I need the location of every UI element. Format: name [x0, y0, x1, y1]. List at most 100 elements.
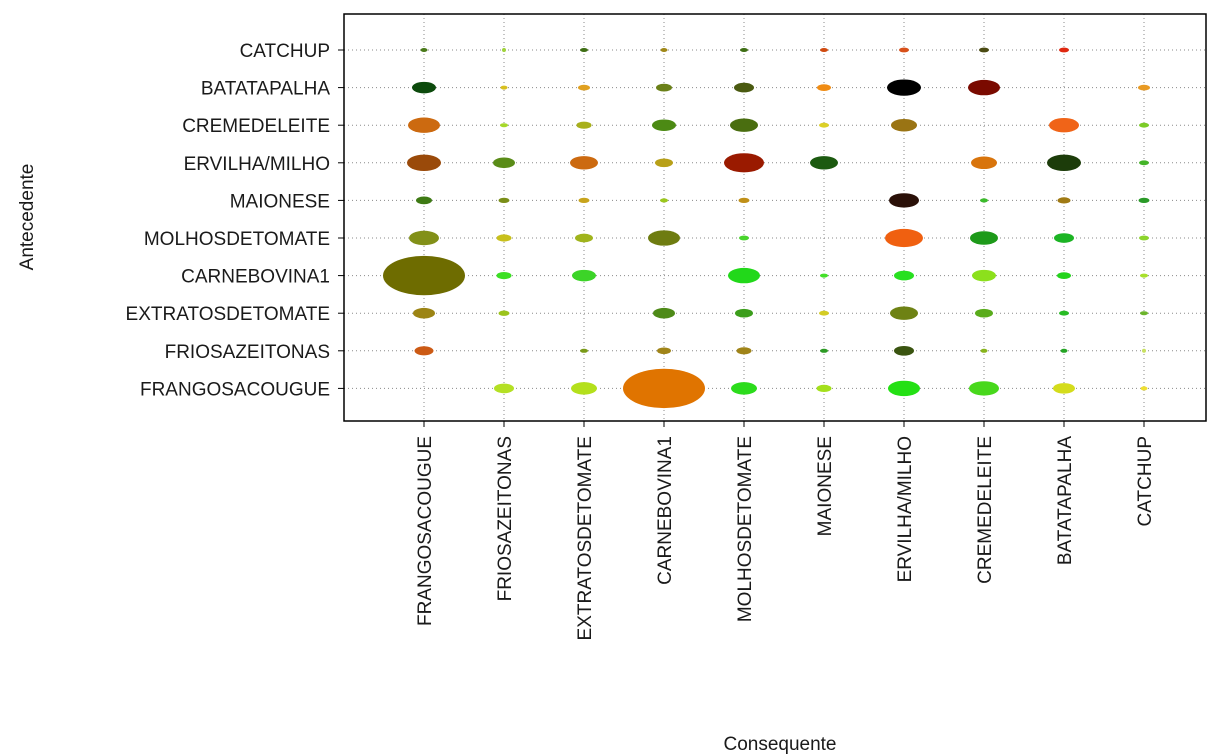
bubble-maionese-to-catchup — [1138, 197, 1150, 204]
bubble-batatapalha-to-extratosdetomate — [578, 84, 590, 91]
bubble-batatapalha-to-carnebovina1 — [656, 83, 672, 92]
bubble-batatapalha-to-cremedeleite — [968, 79, 1000, 96]
bubble-maionese-to-cremedeleite — [980, 198, 988, 203]
x-tick-label-cremedeleite: CREMEDELEITE — [975, 436, 996, 584]
bubble-carnebovina1-to-catchup — [1140, 273, 1148, 278]
bubble-maionese-to-carnebovina1 — [660, 198, 668, 203]
bubble-batatapalha-to-frangosacougue — [412, 81, 436, 94]
bubble-molhosdetomate-to-extratosdetomate — [575, 233, 593, 243]
bubble-carnebovina1-to-ervilha-milho — [894, 270, 914, 281]
y-tick-label-catchup: CATCHUP — [240, 41, 330, 62]
bubble-frangosacougue-to-maionese — [816, 384, 832, 392]
x-axis-title: Consequente — [723, 734, 836, 755]
bubble-ervilha-milho-to-maionese — [810, 156, 838, 170]
bubble-frangosacougue-to-batatapalha — [1053, 383, 1075, 394]
bubble-friosazeitonas-to-maionese — [820, 348, 828, 353]
plot-frame — [343, 13, 1207, 422]
bubble-catchup-to-batatapalha — [1059, 47, 1069, 53]
bubble-ervilha-milho-to-batatapalha — [1047, 154, 1081, 171]
bubble-ervilha-milho-to-catchup — [1139, 160, 1149, 166]
bubble-extratosdetomate-to-friosazeitonas — [498, 310, 510, 316]
bubble-frangosacougue-to-carnebovina1 — [623, 368, 705, 409]
bubble-cremedeleite-to-extratosdetomate — [576, 121, 592, 129]
bubble-maionese-to-extratosdetomate — [578, 197, 590, 204]
bubble-frangosacougue-to-molhosdetomate — [731, 382, 757, 395]
bubble-extratosdetomate-to-cremedeleite — [975, 308, 993, 318]
bubble-maionese-to-batatapalha — [1057, 197, 1071, 204]
bubble-extratosdetomate-to-frangosacougue — [413, 307, 435, 319]
bubble-carnebovina1-to-batatapalha — [1057, 272, 1071, 279]
y-tick-label-cremedeleite: CREMEDELEITE — [182, 116, 330, 137]
bubble-maionese-to-molhosdetomate — [738, 197, 750, 204]
bubble-extratosdetomate-to-maionese — [819, 310, 829, 316]
bubble-friosazeitonas-to-batatapalha — [1060, 348, 1068, 353]
bubble-extratosdetomate-to-batatapalha — [1059, 310, 1069, 316]
bubble-frangosacougue-to-extratosdetomate — [571, 382, 597, 395]
bubble-molhosdetomate-to-frangosacougue — [409, 230, 439, 246]
x-tick-label-batatapalha: BATATAPALHA — [1055, 436, 1076, 565]
bubble-frangosacougue-to-catchup — [1140, 386, 1148, 391]
bubble-extratosdetomate-to-ervilha-milho — [890, 306, 918, 320]
bubble-ervilha-milho-to-friosazeitonas — [493, 157, 515, 169]
bubble-catchup-to-cremedeleite — [979, 47, 989, 53]
bubble-frangosacougue-to-cremedeleite — [969, 381, 999, 396]
bubble-molhosdetomate-to-cremedeleite — [970, 231, 998, 245]
x-tick-label-friosazeitonas: FRIOSAZEITONAS — [495, 436, 516, 601]
bubble-catchup-to-carnebovina1 — [660, 48, 668, 52]
y-tick-label-friosazeitonas: FRIOSAZEITONAS — [165, 342, 330, 363]
bubble-catchup-to-frangosacougue — [420, 48, 428, 52]
bubble-carnebovina1-to-cremedeleite — [972, 269, 996, 282]
bubble-molhosdetomate-to-ervilha-milho — [885, 228, 923, 248]
y-tick-label-ervilha-milho: ERVILHA/MILHO — [184, 154, 330, 175]
bubble-ervilha-milho-to-carnebovina1 — [655, 158, 673, 168]
bubble-ervilha-milho-to-frangosacougue — [407, 154, 441, 171]
bubble-batatapalha-to-friosazeitonas — [500, 85, 508, 90]
bubble-molhosdetomate-to-batatapalha — [1054, 233, 1074, 243]
bubble-catchup-to-friosazeitonas — [502, 48, 506, 52]
x-tick-label-maionese: MAIONESE — [815, 436, 836, 536]
x-tick-label-catchup: CATCHUP — [1135, 436, 1156, 526]
bubble-friosazeitonas-to-ervilha-milho — [894, 346, 914, 356]
bubble-batatapalha-to-ervilha-milho — [887, 79, 921, 96]
bubble-molhosdetomate-to-friosazeitonas — [496, 234, 512, 242]
bubble-batatapalha-to-molhosdetomate — [734, 82, 754, 93]
bubble-friosazeitonas-to-extratosdetomate — [580, 348, 588, 353]
y-tick-label-maionese: MAIONESE — [230, 191, 330, 212]
y-tick-labels: CATCHUP BATATAPALHA CREMEDELEITE ERVILHA/MI… — [126, 41, 344, 400]
bubble-maionese-to-ervilha-milho — [889, 193, 919, 208]
bubble-molhosdetomate-to-catchup — [1139, 235, 1149, 241]
bubble-cremedeleite-to-molhosdetomate — [730, 118, 758, 132]
bubble-carnebovina1-to-extratosdetomate — [572, 269, 596, 282]
bubble-cremedeleite-to-friosazeitonas — [500, 123, 508, 128]
bubble-cremedeleite-to-maionese — [819, 122, 829, 128]
bubble-friosazeitonas-to-carnebovina1 — [657, 347, 671, 355]
bubble-friosazeitonas-to-frangosacougue — [414, 346, 434, 356]
bubble-frangosacougue-to-ervilha-milho — [888, 380, 920, 397]
bubble-extratosdetomate-to-carnebovina1 — [653, 307, 675, 319]
bubble-cremedeleite-to-frangosacougue — [408, 117, 440, 133]
bubble-ervilha-milho-to-cremedeleite — [971, 156, 997, 170]
bubble-ervilha-milho-to-extratosdetomate — [570, 156, 598, 170]
bubble-frangosacougue-to-friosazeitonas — [494, 383, 514, 394]
bubble-carnebovina1-to-maionese — [820, 273, 828, 278]
y-tick-label-molhosdetomate: MOLHOSDETOMATE — [144, 229, 330, 250]
y-tick-label-carnebovina1: CARNEBOVINA1 — [181, 267, 330, 288]
bubble-catchup-to-extratosdetomate — [580, 48, 588, 52]
bubble-catchup-to-molhosdetomate — [740, 48, 748, 52]
bubble-molhosdetomate-to-molhosdetomate — [739, 235, 749, 241]
bubble-cremedeleite-to-catchup — [1139, 122, 1149, 128]
bubble-ervilha-milho-to-molhosdetomate — [724, 153, 764, 173]
bubble-batatapalha-to-catchup — [1138, 84, 1150, 91]
y-tick-label-batatapalha: BATATAPALHA — [201, 79, 330, 100]
bubble-cremedeleite-to-batatapalha — [1049, 118, 1079, 133]
x-tick-label-ervilha-milho: ERVILHA/MILHO — [895, 436, 916, 582]
x-tick-labels: FRANGOSACOUGUE FRIOSAZEITONAS EXTRATOSDETO… — [415, 421, 1156, 640]
y-axis-title: Antecedente — [17, 164, 38, 271]
bubble-catchup-to-ervilha-milho — [899, 47, 909, 53]
bubble-carnebovina1-to-friosazeitonas — [496, 272, 512, 280]
y-tick-label-extratosdetomate: EXTRATOSDETOMATE — [126, 304, 330, 325]
bubble-maionese-to-frangosacougue — [416, 196, 432, 205]
x-tick-label-carnebovina1: CARNEBOVINA1 — [655, 436, 676, 585]
bubble-cremedeleite-to-carnebovina1 — [652, 119, 676, 131]
